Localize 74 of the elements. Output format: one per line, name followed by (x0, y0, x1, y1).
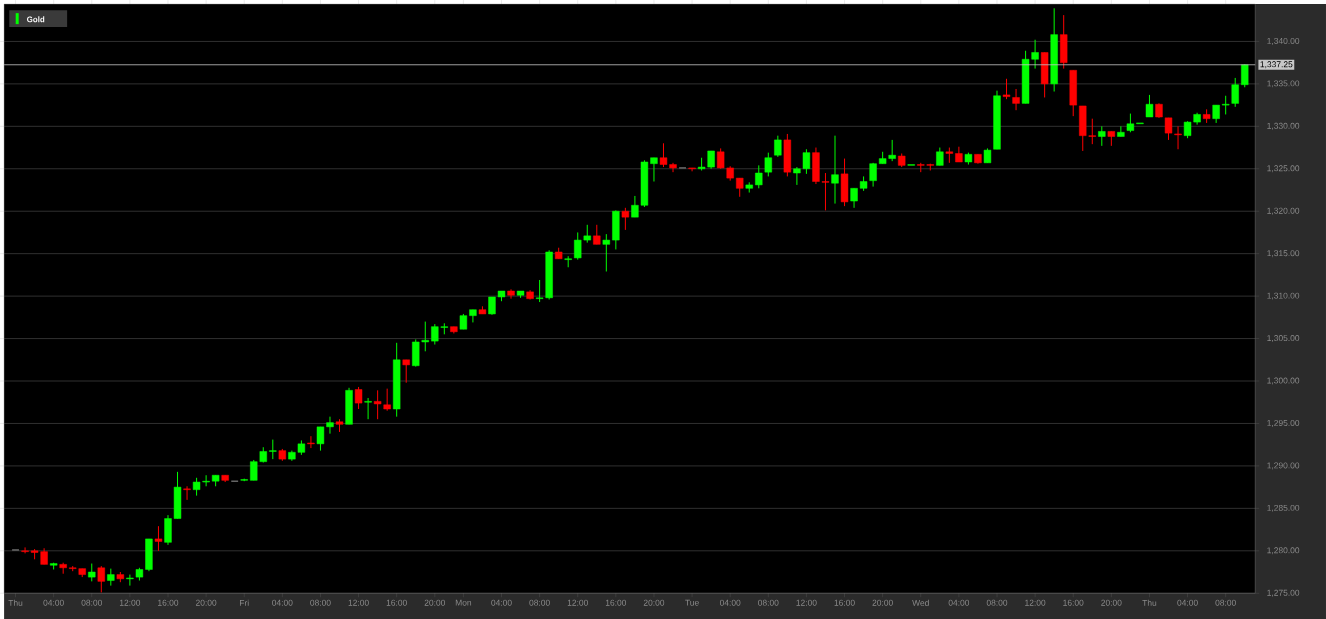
x-tick-label: 04:00 (43, 599, 64, 606)
x-tick-label: Thu (8, 599, 23, 606)
x-tick-label: 12:00 (348, 599, 369, 606)
candlestick (354, 386, 363, 410)
x-tick-label: 12:00 (119, 599, 141, 606)
candlestick (774, 135, 782, 158)
y-tick-label: 1,290.00 (1267, 462, 1300, 470)
candlestick (469, 309, 477, 323)
x-tick-label: 20:00 (643, 599, 665, 606)
candlestick (850, 187, 858, 209)
candlestick (1098, 125, 1106, 147)
y-tick-label: 1,315.00 (1267, 250, 1300, 258)
x-tick-label: 20:00 (872, 599, 893, 606)
candlestick (1145, 94, 1154, 118)
x-tick-label: 16:00 (158, 599, 179, 606)
y-tick-label: 1,320.00 (1267, 207, 1300, 215)
candlestick (402, 359, 410, 384)
y-tick-label: 1,325.00 (1267, 165, 1300, 173)
x-tick-label: 16:00 (386, 599, 407, 606)
candlestick (269, 439, 277, 460)
y-tick-label: 1,310.00 (1267, 292, 1300, 300)
x-tick-label: 20:00 (424, 599, 446, 606)
candlestick (688, 167, 696, 172)
y-tick-label: 1,330.00 (1267, 122, 1300, 130)
x-tick-label: Tue (685, 599, 699, 606)
candlestick (593, 224, 601, 245)
ref-line-label: 1,337.25 (1260, 61, 1293, 69)
x-tick-label: Fri (239, 599, 249, 606)
x-tick-label: 16:00 (834, 599, 855, 606)
candlestick (1126, 113, 1135, 133)
x-tick-label: 04:00 (948, 599, 970, 606)
candlestick (1231, 77, 1239, 108)
x-tick-label: 08:00 (310, 599, 331, 606)
x-tick-label: 20:00 (195, 599, 217, 606)
y-tick-label: 1,340.00 (1267, 37, 1300, 45)
candlestick (831, 135, 839, 204)
x-tick-label: 12:00 (796, 599, 817, 606)
y-tick-label: 1,280.00 (1267, 547, 1300, 555)
x-tick-label: 16:00 (605, 599, 627, 606)
candlestick (97, 565, 105, 593)
x-tick-label: 08:00 (986, 599, 1008, 606)
candlestick (1117, 125, 1125, 137)
candlestick (602, 233, 610, 272)
x-tick-label: 04:00 (491, 599, 512, 606)
candlestick (1012, 88, 1020, 111)
candlestick (1222, 95, 1230, 115)
x-tick-label: Mon (455, 599, 472, 606)
candlestick (307, 435, 315, 449)
x-tick-label: Thu (1142, 599, 1157, 606)
x-tick-label: 12:00 (567, 599, 588, 606)
x-tick-label: 08:00 (758, 599, 779, 606)
candlestick (154, 525, 163, 552)
x-tick-label: 04:00 (1177, 599, 1198, 606)
y-tick-label: 1,275.00 (1267, 589, 1300, 597)
x-tick-label: 08:00 (1215, 599, 1236, 606)
candlestick (736, 177, 744, 198)
y-tick-label: 1,335.00 (1267, 80, 1300, 88)
x-tick-label: 20:00 (1101, 599, 1122, 606)
x-tick-label: 12:00 (1025, 599, 1046, 606)
candlestick (1002, 78, 1011, 100)
x-tick-label: 08:00 (81, 599, 102, 606)
candlestick (621, 207, 630, 231)
x-tick-label: 16:00 (1063, 599, 1084, 606)
candlestick (21, 546, 29, 554)
candlestick (183, 485, 191, 501)
x-tick-label: 08:00 (529, 599, 550, 606)
x-tick-label: 04:00 (719, 599, 741, 606)
candlestick (364, 397, 372, 420)
y-tick-label: 1,300.00 (1267, 377, 1300, 385)
y-tick-label: 1,305.00 (1267, 335, 1300, 342)
x-tick-label: 04:00 (272, 599, 293, 606)
y-tick-label: 1,295.00 (1267, 419, 1300, 427)
y-tick-label: 1,285.00 (1267, 504, 1300, 512)
x-tick-label: Wed (912, 599, 929, 606)
